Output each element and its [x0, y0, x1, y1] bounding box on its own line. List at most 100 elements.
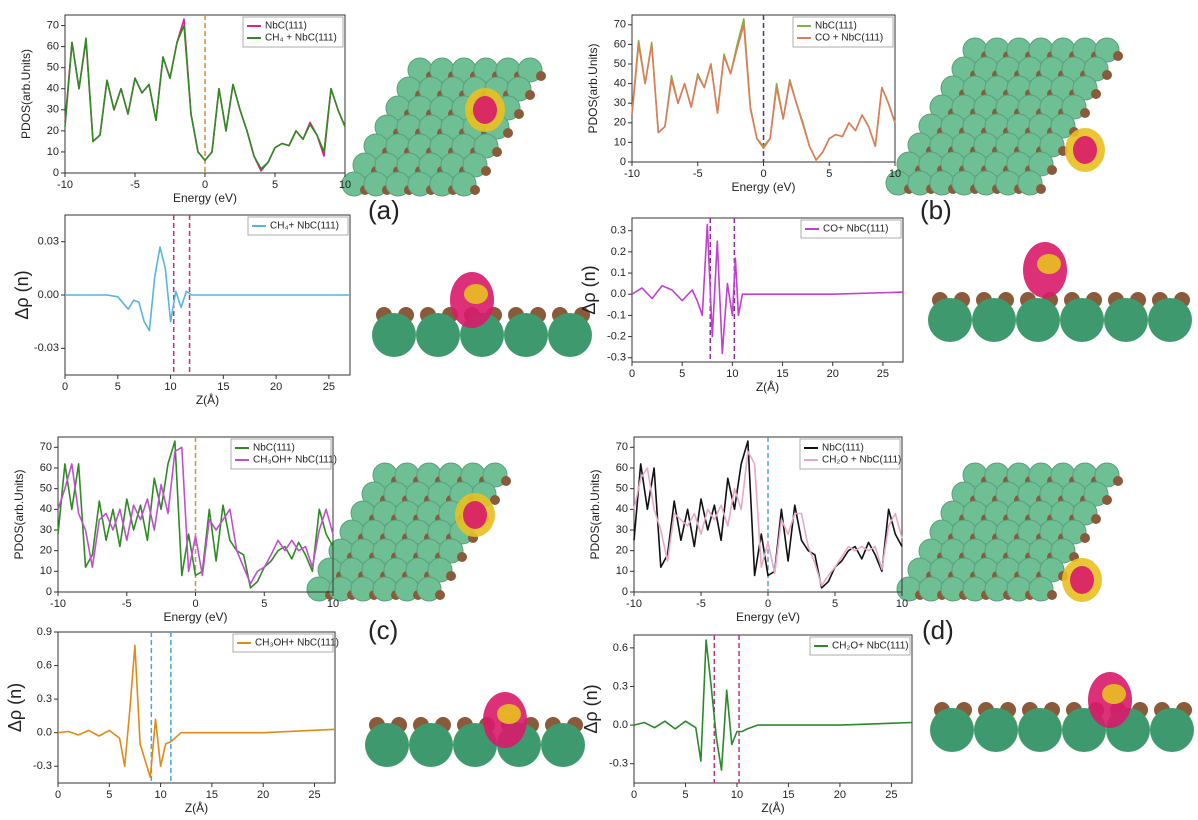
data-line [57, 440, 334, 589]
x-tick-label: -10 [57, 179, 73, 191]
y-axis-label: PDOS(arb.Units) [588, 469, 602, 559]
slab-top-view [896, 462, 1123, 602]
x-tick-label: 10 [889, 168, 901, 180]
y-tick-label: 50 [616, 483, 628, 495]
data-line [633, 450, 903, 587]
x-tick-label: 5 [115, 381, 121, 393]
y-tick-label: 40 [40, 503, 52, 515]
x-axis-label: Energy (eV) [173, 191, 237, 205]
x-tick-label: 15 [217, 381, 229, 393]
c-atom [1091, 514, 1101, 524]
nb-atom [372, 313, 416, 357]
legend-box [242, 16, 344, 48]
plot-frame [57, 631, 336, 784]
c-atom [1113, 51, 1123, 61]
x-tick-label: 25 [323, 381, 335, 393]
x-tick-label: 10 [154, 789, 166, 801]
y-tick-label: 10 [47, 146, 59, 158]
y-tick-label: 0.3 [37, 693, 52, 705]
x-tick-label: 15 [782, 789, 794, 801]
y-tick-label: 70 [40, 441, 52, 453]
y-tick-label: 0.00 [38, 289, 59, 301]
c-atom [1047, 165, 1057, 175]
nb-atom [409, 723, 453, 767]
y-tick-label: 10 [614, 136, 626, 148]
y-axis-label: PDOS(arb.Units) [19, 49, 33, 139]
c-atom [457, 552, 467, 562]
data-line [57, 644, 336, 779]
c-atom [514, 109, 524, 119]
x-tick-label: 20 [827, 368, 839, 380]
data-line [631, 24, 896, 161]
slab-top-view [306, 462, 511, 602]
y-tick-label: 0.0 [37, 727, 52, 739]
y-tick-label: 0 [53, 167, 59, 179]
y-tick-label: 40 [47, 83, 59, 95]
nb-atom [541, 723, 585, 767]
legend-label: CO+ NbC(111) [823, 224, 888, 235]
c-atom [1080, 533, 1090, 543]
y-tick-label: 10 [616, 565, 628, 577]
x-tick-label: 5 [682, 789, 688, 801]
y-tick-label: 20 [614, 117, 626, 129]
y-tick-label: 70 [614, 19, 626, 31]
c-atom [501, 476, 511, 486]
slab-top-view [341, 57, 546, 197]
c-atom [1080, 108, 1090, 118]
y-tick-label: 0.9 [37, 626, 52, 638]
y-tick-label: 10 [40, 565, 52, 577]
legend-label: NbC(111) [815, 21, 857, 32]
y-tick-label: 60 [616, 462, 628, 474]
nb-atom [1148, 298, 1192, 342]
c-atom [1102, 70, 1112, 80]
x-tick-label: 0 [62, 381, 68, 393]
slab-side-view [372, 272, 592, 357]
c-atom [1047, 590, 1057, 600]
y-tick-label: -0.03 [34, 342, 59, 354]
y-tick-label: 30 [40, 524, 52, 536]
slab-side-view [928, 242, 1192, 342]
nb-atom [504, 313, 548, 357]
y-tick-label: 0.0 [613, 719, 628, 731]
data-line [633, 639, 913, 771]
x-tick-label: 0 [192, 598, 198, 610]
y-tick-label: 60 [614, 38, 626, 50]
x-tick-label: 20 [270, 381, 282, 393]
nb-atom [1016, 298, 1060, 342]
y-tick-label: -0.3 [609, 758, 628, 770]
x-tick-label: -5 [130, 179, 140, 191]
charge-blob [497, 704, 521, 724]
legend-label: CH₄+ NbC(111) [270, 221, 339, 232]
nb-atom [365, 723, 409, 767]
y-tick-label: 0.1 [611, 267, 626, 279]
legend-label: CH₄ + NbC(111) [265, 33, 337, 44]
panel-label: (d) [922, 615, 954, 645]
x-axis-label: Z(Å) [185, 800, 208, 815]
c-atom [1102, 495, 1112, 505]
y-tick-label: 40 [614, 78, 626, 90]
nb-atom [930, 708, 974, 752]
y-tick-label: -0.3 [33, 760, 52, 772]
y-tick-label: 30 [614, 97, 626, 109]
legend-label: CH₂O+ NbC(111) [832, 641, 909, 652]
x-tick-label: 20 [257, 789, 269, 801]
legend-label: CO + NbC(111) [815, 33, 883, 44]
x-tick-label: 5 [826, 168, 832, 180]
y-tick-label: -0.3 [607, 352, 626, 364]
y-tick-label: 0.3 [613, 680, 628, 692]
legend-label: NbC(111) [822, 443, 864, 454]
y-axis-label: Δρ (n) [579, 265, 599, 314]
charge-blob [1102, 684, 1126, 704]
legend-box [799, 438, 901, 470]
y-axis-label: Δρ (n) [5, 683, 25, 732]
y-tick-label: 0 [622, 586, 628, 598]
y-tick-label: 70 [616, 441, 628, 453]
panel-label: (b) [920, 195, 952, 225]
x-tick-label: -5 [693, 168, 703, 180]
nb-atom [1018, 708, 1062, 752]
slab-top-view [885, 37, 1123, 196]
y-tick-label: 50 [614, 58, 626, 70]
x-axis-label: Energy (eV) [736, 610, 800, 624]
legend-box [809, 636, 911, 656]
data-line [633, 440, 903, 589]
